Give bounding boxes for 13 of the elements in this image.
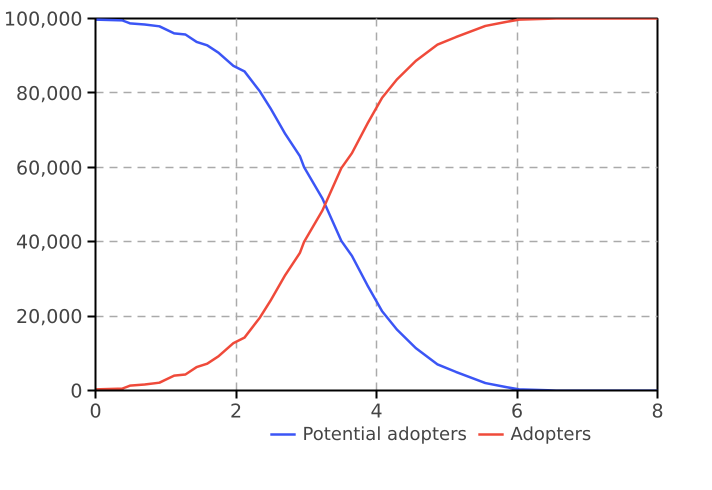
legend-label: Potential adopters: [302, 424, 467, 445]
x-tick-label: 0: [89, 400, 102, 422]
legend-label: Adopters: [510, 424, 592, 445]
x-tick-label: 6: [510, 400, 524, 422]
x-tick-label: 8: [651, 400, 664, 422]
y-tick-label: 40,000: [16, 232, 83, 254]
y-tick-label: 60,000: [16, 157, 83, 180]
y-tick-label: 0: [70, 380, 83, 402]
x-tick-label: 4: [370, 400, 383, 422]
x-tick-label: 2: [230, 400, 242, 422]
y-tick-label: 80,000: [16, 82, 83, 105]
y-tick-label: 20,000: [16, 306, 83, 328]
y-tick-label: 100,000: [4, 8, 83, 30]
